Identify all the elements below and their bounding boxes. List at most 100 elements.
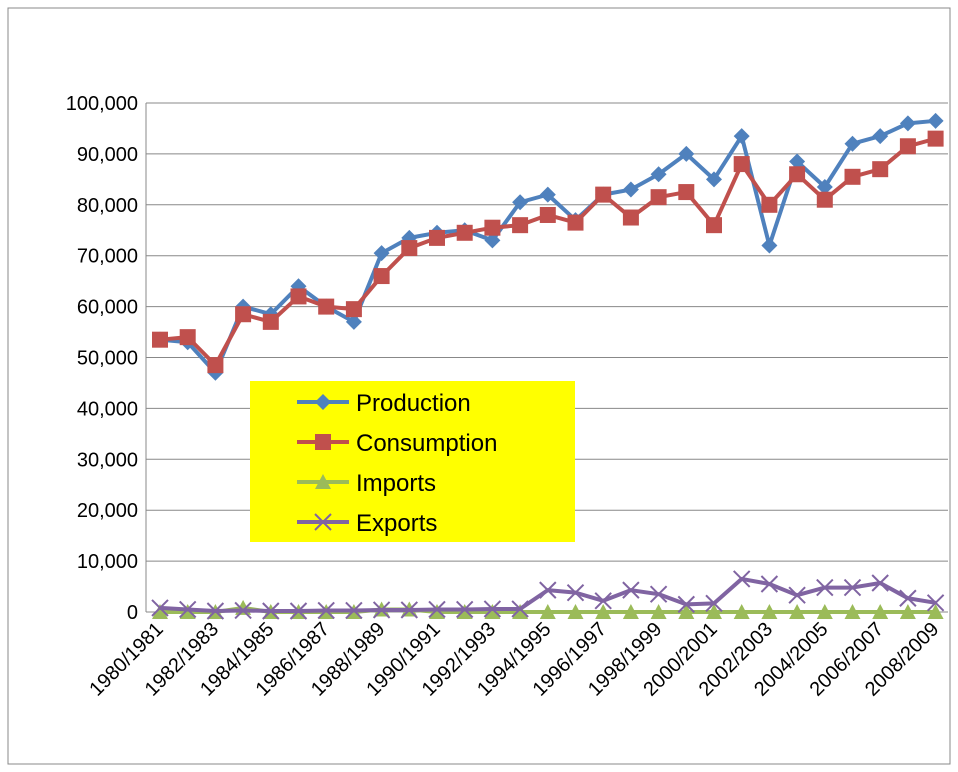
marker <box>567 214 584 231</box>
legend-label: Consumption <box>356 430 497 457</box>
marker <box>151 599 169 617</box>
marker <box>152 331 168 348</box>
marker <box>789 166 806 183</box>
marker <box>400 601 419 619</box>
marker <box>678 145 695 162</box>
marker <box>706 171 722 188</box>
marker <box>511 600 529 618</box>
legend-label: Production <box>356 390 471 417</box>
marker <box>788 586 806 604</box>
legend: Production Consumption Imports Exports <box>250 381 575 542</box>
marker <box>650 604 667 619</box>
marker <box>429 229 445 246</box>
marker <box>789 604 806 619</box>
marker <box>678 184 695 201</box>
marker <box>373 268 390 285</box>
marker <box>816 178 833 195</box>
marker <box>207 357 224 374</box>
marker <box>234 601 252 620</box>
marker <box>289 602 308 620</box>
marker <box>927 130 944 147</box>
marker <box>622 581 640 599</box>
marker <box>512 194 529 211</box>
marker <box>622 604 639 619</box>
marker <box>429 604 445 619</box>
y-tick-label: 30,000 <box>77 449 138 471</box>
marker <box>761 237 778 254</box>
marker <box>318 298 335 315</box>
marker <box>650 166 667 183</box>
marker <box>539 581 557 599</box>
marker <box>872 604 889 619</box>
marker <box>622 181 639 198</box>
marker <box>456 604 473 619</box>
marker <box>401 240 418 257</box>
marker <box>566 583 585 602</box>
marker <box>539 186 556 203</box>
marker <box>872 128 889 145</box>
marker <box>262 313 279 330</box>
marker <box>178 600 197 619</box>
marker <box>927 604 944 619</box>
marker <box>733 604 750 619</box>
marker <box>927 112 944 129</box>
marker <box>315 394 331 410</box>
marker <box>650 189 667 206</box>
marker <box>152 604 168 619</box>
marker <box>314 513 332 531</box>
y-tick-label: 10,000 <box>77 551 138 573</box>
marker <box>844 168 861 185</box>
y-tick-label: 0 <box>127 602 138 624</box>
y-tick-label: 80,000 <box>77 195 138 217</box>
marker <box>705 594 723 613</box>
marker <box>872 161 889 178</box>
marker <box>262 602 280 620</box>
marker <box>871 574 889 592</box>
marker <box>206 602 225 620</box>
marker <box>484 232 501 249</box>
marker <box>706 604 722 619</box>
marker <box>484 604 501 619</box>
y-tick-label: 40,000 <box>77 398 138 420</box>
marker <box>622 209 639 226</box>
marker <box>899 604 916 619</box>
marker <box>844 135 861 152</box>
marker <box>595 604 612 619</box>
marker <box>345 601 363 620</box>
marker <box>732 570 751 588</box>
marker <box>428 600 446 619</box>
y-tick-label: 20,000 <box>77 500 138 522</box>
marker <box>345 301 362 318</box>
marker <box>816 604 833 619</box>
marker <box>733 128 750 145</box>
marker <box>926 594 945 612</box>
marker <box>649 585 668 603</box>
marker <box>484 219 501 236</box>
marker <box>483 600 502 618</box>
marker <box>179 329 196 346</box>
marker <box>789 153 806 170</box>
marker <box>290 288 307 305</box>
marker <box>816 191 833 208</box>
marker <box>761 196 778 213</box>
marker <box>733 156 750 173</box>
y-tick-label: 60,000 <box>77 297 138 319</box>
marker <box>315 434 331 450</box>
marker <box>235 306 252 323</box>
marker <box>760 575 779 593</box>
marker <box>899 589 917 607</box>
marker <box>678 604 695 619</box>
marker <box>539 206 556 223</box>
marker <box>512 217 529 234</box>
marker <box>512 604 529 619</box>
marker <box>455 600 474 619</box>
marker <box>539 604 556 619</box>
marker <box>899 115 916 132</box>
marker <box>372 601 391 619</box>
marker <box>345 313 362 330</box>
y-tick-label: 70,000 <box>77 246 138 268</box>
marker <box>761 604 778 619</box>
marker <box>677 595 696 614</box>
marker <box>594 592 612 610</box>
